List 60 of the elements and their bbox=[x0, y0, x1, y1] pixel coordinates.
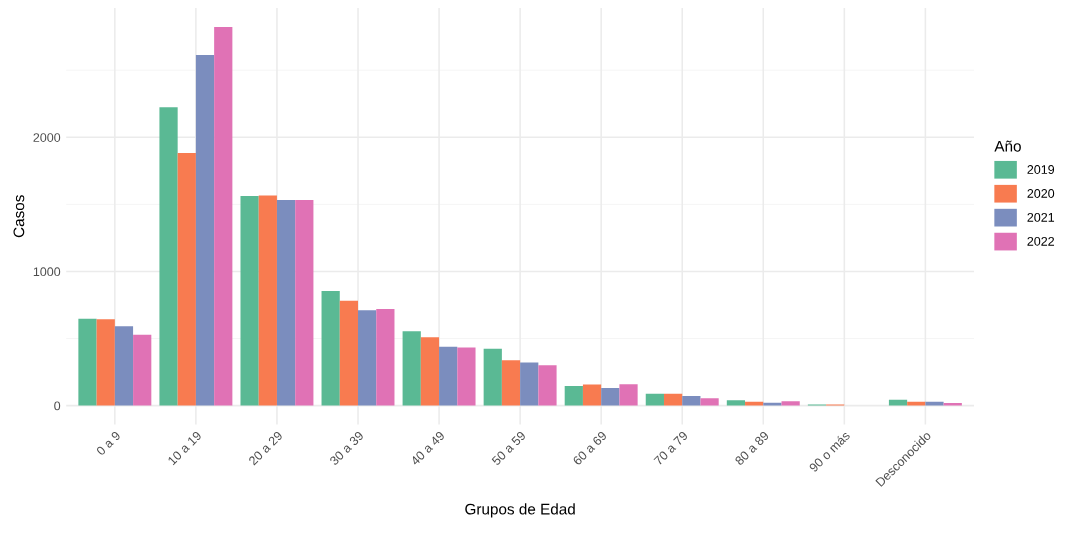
bar bbox=[781, 401, 800, 406]
bar bbox=[645, 393, 664, 406]
y-tick-label: 1000 bbox=[33, 267, 61, 277]
x-tick-label: 80 a 89 bbox=[734, 430, 770, 466]
x-tick-label: 60 a 69 bbox=[572, 430, 608, 466]
bar bbox=[133, 334, 152, 406]
bar bbox=[483, 348, 502, 406]
bar bbox=[726, 400, 746, 406]
bar bbox=[240, 196, 259, 406]
bar bbox=[114, 326, 134, 406]
x-tick-label: 20 a 29 bbox=[248, 430, 284, 466]
legend-label: 2019 bbox=[1027, 165, 1055, 174]
bar bbox=[358, 310, 377, 406]
bar bbox=[907, 401, 926, 406]
x-axis-title: Grupos de Edad bbox=[465, 503, 575, 518]
bar bbox=[619, 384, 638, 406]
legend-label: 2022 bbox=[1027, 236, 1055, 246]
bar bbox=[439, 346, 458, 406]
bar bbox=[276, 199, 296, 406]
bar bbox=[925, 401, 944, 406]
x-tick-label: 90 o más bbox=[808, 430, 851, 473]
bar bbox=[295, 199, 314, 406]
x-tick-label: 50 a 59 bbox=[491, 430, 527, 466]
bar bbox=[159, 107, 178, 406]
bar bbox=[96, 319, 115, 406]
bar bbox=[501, 360, 521, 406]
bar bbox=[943, 403, 962, 406]
bar bbox=[420, 337, 440, 406]
bar bbox=[582, 384, 602, 406]
bar bbox=[177, 152, 196, 406]
x-tick-label: 70 a 79 bbox=[653, 430, 689, 466]
x-tick-label: 30 a 39 bbox=[329, 430, 365, 466]
bar bbox=[564, 386, 583, 406]
bar bbox=[258, 195, 277, 406]
bar bbox=[745, 401, 764, 406]
x-tick-label: 10 a 19 bbox=[167, 430, 202, 466]
y-axis-title: Casos bbox=[13, 195, 25, 238]
legend-label: 2021 bbox=[1027, 212, 1055, 222]
bar bbox=[520, 362, 539, 406]
bar bbox=[888, 399, 908, 406]
bar bbox=[700, 398, 719, 406]
y-tick-label: 2000 bbox=[33, 133, 61, 142]
x-tick-label: 40 a 49 bbox=[410, 430, 446, 466]
bar bbox=[457, 347, 476, 406]
y-tick-label: 0 bbox=[54, 401, 61, 411]
bar bbox=[663, 393, 683, 406]
legend-title: Año bbox=[994, 140, 1021, 152]
bar bbox=[214, 26, 233, 406]
legend-label: 2020 bbox=[1027, 189, 1055, 198]
bar bbox=[763, 402, 782, 406]
bar bbox=[321, 291, 340, 406]
bar bbox=[195, 54, 215, 406]
bar bbox=[682, 395, 701, 406]
bar bbox=[339, 300, 359, 406]
bar bbox=[601, 387, 620, 406]
bar bbox=[78, 318, 97, 406]
bar bbox=[402, 331, 421, 406]
bar bbox=[538, 365, 557, 406]
bar bbox=[376, 309, 395, 406]
x-tick-label: 0 a 9 bbox=[95, 430, 121, 456]
